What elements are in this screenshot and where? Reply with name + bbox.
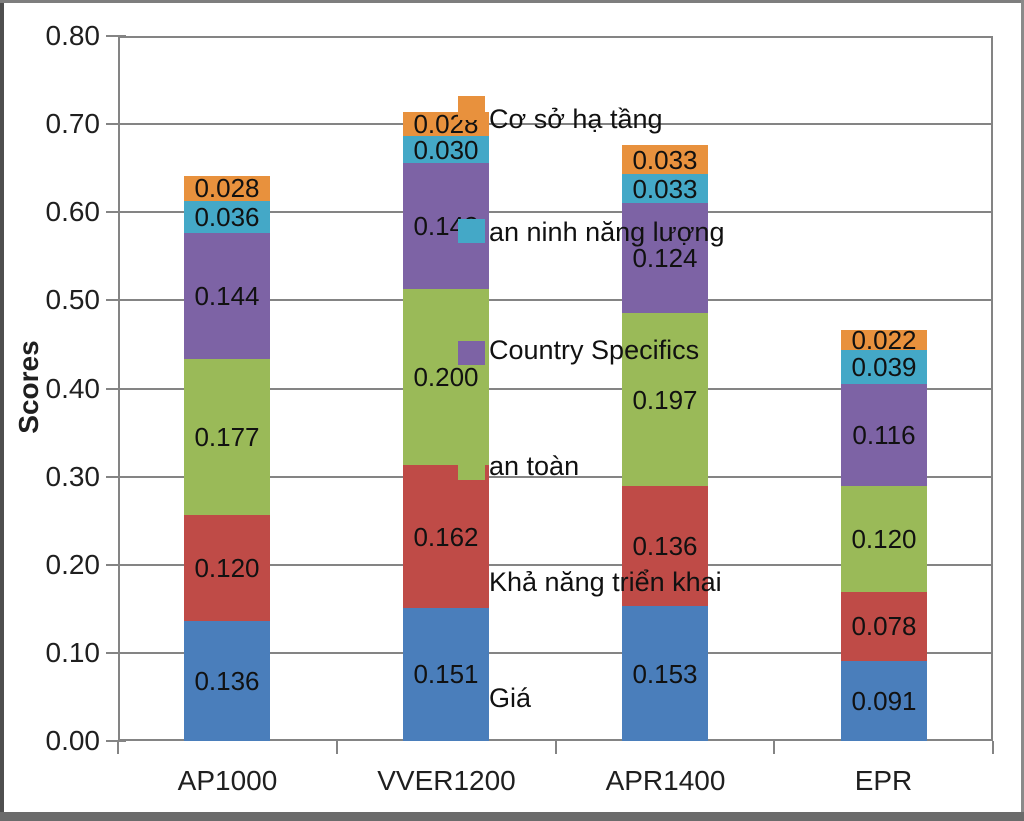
- gridline: [118, 476, 993, 478]
- bar-segment-value-label: 0.162: [413, 522, 479, 552]
- legend-label-4: an toàn: [489, 451, 580, 481]
- bar-segment-value-label: 0.124: [632, 243, 698, 273]
- y-axis-tick-label: 0.60: [45, 196, 101, 227]
- bar-segment-value-label: 0.136: [194, 666, 260, 696]
- bar-segment-AP1000-3: [184, 359, 270, 516]
- bar-segment-value-label: 0.151: [413, 659, 479, 689]
- y-axis-tick: [106, 564, 126, 566]
- bar-segment-value-label: 0.039: [851, 352, 917, 382]
- bar-segment-value-label: 0.120: [851, 524, 917, 554]
- y-axis-tick: [106, 211, 126, 213]
- y-axis-tick-label: 0.50: [45, 284, 101, 315]
- frame-border-bottom: [0, 812, 1024, 821]
- x-axis-tick: [773, 741, 775, 754]
- gridline: [118, 388, 993, 390]
- y-axis-tick: [106, 652, 126, 654]
- y-axis-tick-label: 0.30: [45, 461, 101, 492]
- bar-segment-EPR-5: [841, 349, 927, 385]
- bar-segment-value-label: 0.028: [194, 173, 260, 203]
- bar-segment-AP1000-6: [184, 176, 270, 201]
- bar-segment-APR1400-2: [622, 486, 708, 607]
- bar-segment-APR1400-4: [622, 203, 708, 313]
- y-axis-tick: [106, 299, 126, 301]
- legend-marker-3: [458, 341, 485, 365]
- frame-border-left: [0, 0, 4, 821]
- x-axis-category-label-AP1000: AP1000: [177, 765, 278, 796]
- bar-segment-value-label: 0.136: [632, 531, 698, 561]
- bar-segment-VVER1200-5: [403, 136, 489, 163]
- y-axis-tick: [106, 740, 126, 742]
- bar-segment-AP1000-4: [184, 232, 270, 360]
- y-axis-tick-label: 0.00: [45, 725, 101, 756]
- bar-segment-EPR-4: [841, 384, 927, 487]
- y-axis-tick-label: 0.10: [45, 637, 101, 668]
- bar-segment-value-label: 0.033: [632, 145, 698, 175]
- x-axis-tick: [117, 741, 119, 754]
- y-axis-tick: [106, 388, 126, 390]
- bar-segment-value-label: 0.120: [194, 553, 260, 583]
- bar-segment-value-label: 0.153: [632, 659, 698, 689]
- y-axis-tick: [106, 476, 126, 478]
- y-axis-tick-label: 0.80: [45, 20, 101, 51]
- bar-segment-value-label: 0.033: [632, 174, 698, 204]
- x-axis-category-label-EPR: EPR: [854, 765, 913, 796]
- bar-segment-AP1000-1: [184, 621, 270, 741]
- y-axis-tick-label: 0.40: [45, 373, 101, 404]
- frame-border-right: [1021, 0, 1024, 821]
- frame-border-top: [0, 0, 1024, 3]
- gridline: [118, 211, 993, 213]
- bar-segment-APR1400-5: [622, 174, 708, 204]
- bar-segment-value-label: 0.197: [632, 385, 698, 415]
- bar-segment-EPR-2: [841, 592, 927, 661]
- legend-marker-5: [458, 571, 485, 595]
- gridline: [118, 299, 993, 301]
- bar-segment-APR1400-1: [622, 606, 708, 741]
- bar-segment-value-label: 0.030: [413, 135, 479, 165]
- gridline: [118, 564, 993, 566]
- bar-segment-value-label: 0.078: [851, 611, 917, 641]
- bar-segment-value-label: 0.091: [851, 686, 917, 716]
- x-axis-category-label-VVER1200: VVER1200: [377, 765, 516, 796]
- y-axis-tick: [106, 123, 126, 125]
- bar-segment-EPR-1: [841, 660, 927, 741]
- legend-label-5: Khả năng triển khai: [489, 567, 722, 597]
- legend-label-3: Country Specifics: [489, 335, 700, 365]
- bar-segment-EPR-3: [841, 486, 927, 593]
- bar-segment-EPR-6: [841, 330, 927, 350]
- legend-marker-2: [458, 219, 485, 243]
- y-axis-tick: [106, 35, 126, 37]
- bar-segment-value-label: 0.036: [194, 202, 260, 232]
- y-axis-tick-label: 0.20: [45, 549, 101, 580]
- bar-segment-VVER1200-3: [403, 288, 489, 466]
- x-axis-tick: [555, 741, 557, 754]
- legend-label-6: Giá: [489, 683, 532, 713]
- bar-segment-value-label: 0.022: [851, 325, 917, 355]
- bar-segment-APR1400-3: [622, 312, 708, 487]
- legend-marker-4: [458, 456, 485, 480]
- bar-segment-AP1000-2: [184, 515, 270, 622]
- legend-label-1: Cơ sở hạ tầng: [489, 104, 663, 134]
- bar-segment-AP1000-5: [184, 200, 270, 233]
- x-axis-tick: [992, 741, 994, 754]
- bar-segment-value-label: 0.116: [852, 420, 916, 450]
- legend-label-2: an ninh năng lượng: [489, 217, 725, 247]
- bar-segment-APR1400-6: [622, 145, 708, 175]
- bar-segment-value-label: 0.144: [194, 281, 260, 311]
- legend-marker-1: [458, 96, 485, 120]
- bar-segment-VVER1200-1: [403, 607, 489, 741]
- x-axis-tick: [336, 741, 338, 754]
- bar-segment-value-label: 0.177: [194, 422, 260, 452]
- x-axis-category-label-APR1400: APR1400: [605, 765, 726, 796]
- bar-segment-value-label: 0.200: [413, 362, 479, 392]
- gridline: [118, 123, 993, 125]
- gridline: [118, 652, 993, 654]
- y-axis-tick-label: 0.70: [45, 108, 101, 139]
- legend-marker-6: [458, 688, 485, 712]
